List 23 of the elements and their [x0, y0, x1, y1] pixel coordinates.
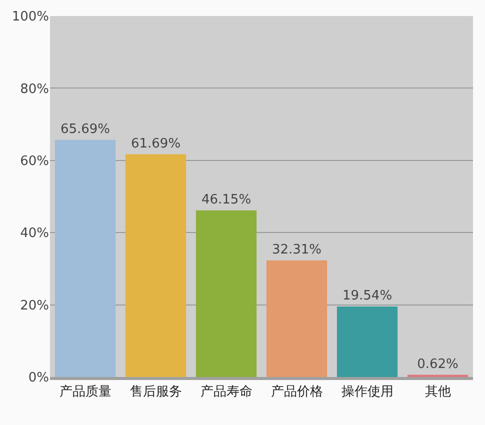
data-label: 65.69%	[60, 122, 110, 137]
y-tick-label: 40%	[20, 226, 49, 242]
data-label: 61.69%	[130, 136, 181, 152]
x-tick-label: 售后服务	[130, 384, 182, 400]
data-label: 32.31%	[272, 242, 322, 258]
y-tick-label: 60%	[20, 154, 49, 169]
x-tick-label: 产品质量	[59, 384, 112, 400]
bar	[336, 306, 398, 377]
x-tick-label: 操作使用	[341, 384, 394, 400]
data-label: 0.62%	[417, 356, 458, 372]
bar	[196, 210, 257, 377]
bar	[54, 140, 116, 377]
y-tick-label: 20%	[20, 298, 49, 314]
y-tick-label: 100%	[12, 10, 49, 25]
y-tick-label: 80%	[20, 82, 49, 97]
data-label: 46.15%	[201, 192, 252, 208]
y-tick-label: 0%	[28, 370, 49, 386]
x-tick-label: 产品价格	[270, 384, 323, 400]
bar	[266, 260, 328, 377]
bar	[125, 154, 186, 377]
data-label: 19.54%	[342, 288, 392, 304]
x-tick-label: 其他	[424, 384, 451, 400]
x-tick-label: 产品寿命	[200, 384, 252, 400]
